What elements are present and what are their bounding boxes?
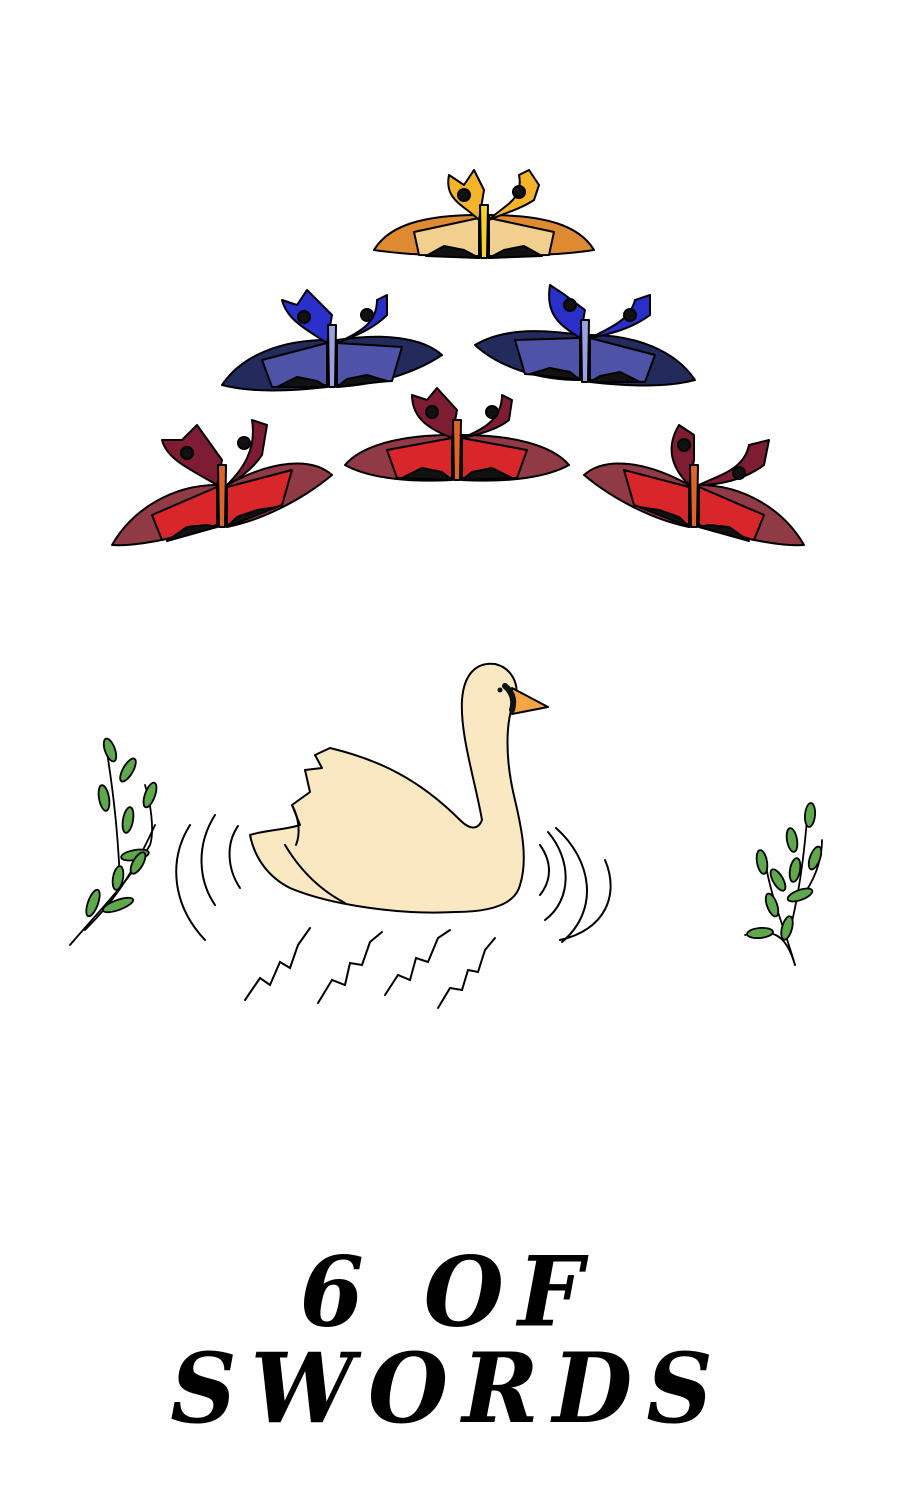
- butterfly-blue-left-icon: [221, 289, 443, 392]
- butterfly-red-center-icon: [344, 387, 570, 482]
- butterfly-red-left-icon: [111, 419, 333, 547]
- leaves-right-icon: [744, 802, 823, 966]
- swan-icon: [249, 662, 549, 914]
- leaves-left-icon: [69, 737, 158, 946]
- butterfly-formation: [111, 169, 805, 547]
- card-title: 6 OF SWORDS: [170, 1235, 727, 1445]
- butterfly-red-right-icon: [583, 424, 805, 547]
- butterfly-blue-right-icon: [474, 284, 696, 387]
- water-ripples: [175, 814, 612, 1009]
- butterfly-orange-icon: [373, 169, 595, 259]
- card-illustration: [69, 169, 823, 1009]
